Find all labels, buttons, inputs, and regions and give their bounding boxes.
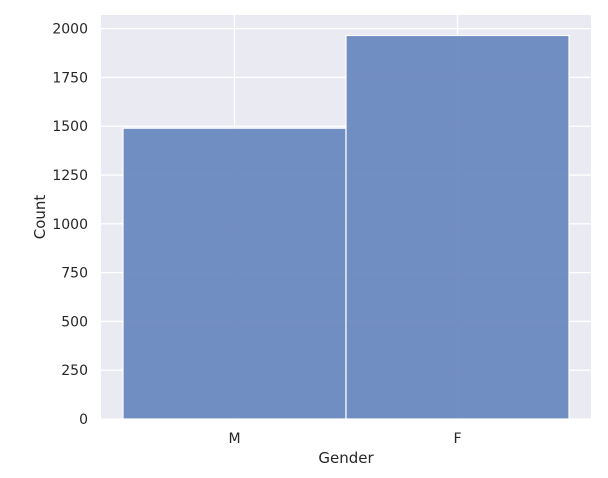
y-axis-label: Count (31, 195, 49, 240)
y-tick-label: 0 (79, 412, 88, 428)
y-tick-label: 1500 (52, 119, 88, 135)
y-tick-label: 500 (61, 314, 88, 330)
x-axis-label: Gender (318, 449, 374, 467)
x-tick-label: F (453, 431, 461, 447)
bar-f (345, 34, 570, 420)
bar-m (122, 127, 347, 420)
y-tick-label: 1750 (52, 70, 88, 86)
y-tick-label: 1000 (52, 217, 88, 233)
bars (122, 34, 570, 420)
x-tick-label: M (228, 431, 240, 447)
y-tick-label: 2000 (52, 22, 88, 38)
y-tick-labels: 0 250 500 750 1000 1250 1500 1750 2000 (52, 22, 88, 428)
y-tick-label: 250 (61, 363, 88, 379)
y-tick-label: 750 (61, 266, 88, 282)
y-tick-label: 1250 (52, 168, 88, 184)
